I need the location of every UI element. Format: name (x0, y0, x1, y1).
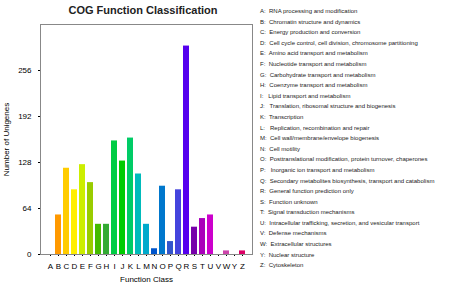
svg-text:P: P (168, 262, 173, 271)
html-text:C: Energy production and conve: C: Energy production and conversion (260, 29, 361, 36)
svg-text:U: U (208, 262, 214, 271)
svg-text:H: H (104, 262, 110, 271)
html-text:G: Carbohydrate transport and: G: Carbohydrate transport and metabolism (260, 71, 376, 78)
svg-text:0: 0 (27, 250, 32, 259)
html-text:T: Signal transduction mechani: T: Signal transduction mechanisms (260, 209, 355, 216)
svg-text:G: G (95, 262, 101, 271)
html-text:P: Inorganic ion transport and: P: Inorganic ion transport and metabolis… (260, 166, 375, 173)
html-text:O: Posttranslational modificat: O: Posttranslational modification, prote… (260, 156, 428, 163)
svg-text:256: 256 (18, 66, 32, 75)
svg-text:I: I (113, 262, 115, 271)
html-text:E: Amino acid transport and me: E: Amino acid transport and metabolism (260, 50, 368, 57)
svg-text:T: T (200, 262, 205, 271)
html-text:R: General function prediction: R: General function prediction only (260, 188, 354, 195)
html-text:H: Coenzyme transport and meta: H: Coenzyme transport and metabolism (260, 82, 368, 89)
svg-text:128: 128 (18, 158, 32, 167)
svg-text:S: S (192, 262, 197, 271)
svg-text:192: 192 (18, 112, 32, 121)
svg-text:Q: Q (175, 262, 181, 271)
svg-text:W: W (223, 262, 231, 271)
svg-text:D: D (72, 262, 78, 271)
svg-text:V: V (216, 262, 222, 271)
svg-text:K: K (128, 262, 134, 271)
html-text:K: Transcription: K: Transcription (260, 113, 304, 120)
html-text:B: Chromatin structure and dyn: B: Chromatin structure and dynamics (260, 18, 361, 25)
html-text:Q: Secondary metabolites biosy: Q: Secondary metabolites biosynthesis, t… (260, 177, 435, 184)
html-text:W: Extracellular structures: W: Extracellular structures (260, 241, 332, 248)
svg-text:64: 64 (23, 204, 32, 213)
svg-text:R: R (184, 262, 190, 271)
svg-text:Function Class: Function Class (120, 275, 173, 284)
svg-text:C: C (64, 262, 70, 271)
html-text:L: Replication, recombination: L: Replication, recombination and repair (260, 124, 370, 131)
html-text:D: Cell cycle control, cell di: D: Cell cycle control, cell division, ch… (260, 39, 418, 46)
html-text:I: Lipid transport and metabol: I: Lipid transport and metabolism (260, 92, 351, 99)
svg-text:E: E (80, 262, 85, 271)
svg-text:F: F (88, 262, 93, 271)
svg-text:O: O (159, 262, 165, 271)
svg-text:M: M (143, 262, 150, 271)
svg-text:L: L (136, 262, 141, 271)
svg-text:J: J (121, 262, 125, 271)
html-text:J: Translation, ribosomal stru: J: Translation, ribosomal structure and … (260, 103, 396, 110)
html-text:N: Cell motility: N: Cell motility (260, 145, 300, 152)
html-text:A: RNA processing and modifica: A: RNA processing and modification (260, 8, 358, 14)
svg-text:Y: Y (232, 262, 238, 271)
html-text:U: Intracellular trafficking,: U: Intracellular trafficking, secretion,… (260, 219, 420, 226)
html-text:Z: Cytoskeleton: Z: Cytoskeleton (260, 262, 304, 269)
svg-text:B: B (56, 262, 61, 271)
html-text:V: Defense mechanisms: V: Defense mechanisms (260, 230, 327, 237)
html-text:S: Function unknown: S: Function unknown (260, 198, 318, 205)
svg-text:Z: Z (240, 262, 245, 271)
html-text:M: Cell wall/membrane/envelope: M: Cell wall/membrane/envelope biogenesi… (260, 135, 380, 142)
svg-text:A: A (48, 262, 54, 271)
svg-text:N: N (152, 262, 158, 271)
svg-text:Number of Unigenes: Number of Unigenes (2, 103, 11, 176)
html-text:Y: Nuclear structure: Y: Nuclear structure (260, 251, 315, 258)
html-text:F: Nucleotide transport and me: F: Nucleotide transport and metabolism (260, 61, 367, 67)
html-text:COG Function Classification: COG Function Classification (68, 4, 218, 16)
